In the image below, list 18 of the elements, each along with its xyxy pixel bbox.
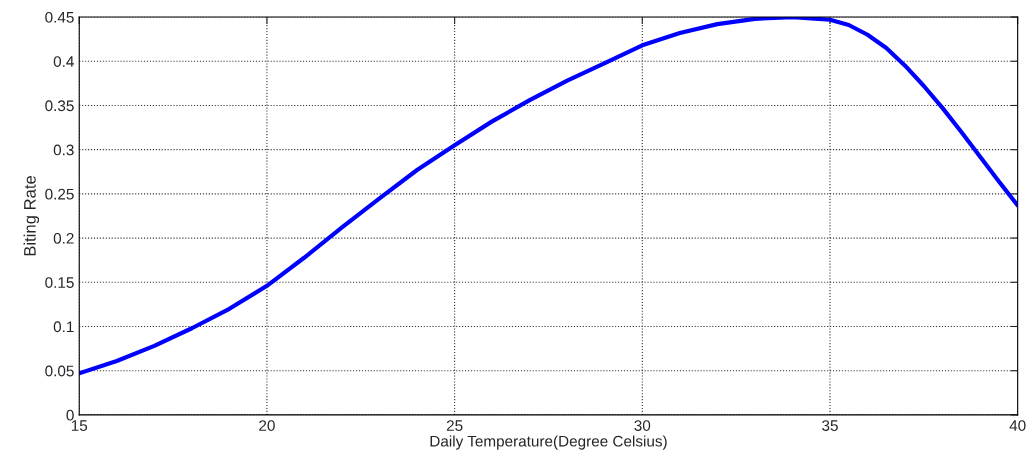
y-tick-label: 0.3 [53,144,74,156]
x-tick-label: 20 [259,420,275,431]
y-tick-label: 0.4 [53,56,74,67]
x-axis-title: Daily Temperature(Degree Celsius) [430,435,667,450]
y-tick-label: 0.35 [45,100,74,112]
x-tick-label: 40 [1009,420,1026,431]
y-tick-label: 0.45 [45,11,74,23]
x-tick-label: 30 [634,420,651,431]
x-tick-label: 15 [71,420,88,431]
x-tick-label: 25 [446,420,463,431]
y-tick-label: 0.25 [45,188,74,200]
y-tick-label: 0.05 [45,365,74,377]
x-tick-label: 35 [822,420,838,431]
y-tick-label: 0 [66,409,74,421]
y-tick-label: 0.1 [53,321,74,333]
y-tick-label: 0.15 [45,277,74,288]
y-axis-title: Biting Rate [23,175,40,256]
y-tick-label: 0.2 [53,232,74,244]
